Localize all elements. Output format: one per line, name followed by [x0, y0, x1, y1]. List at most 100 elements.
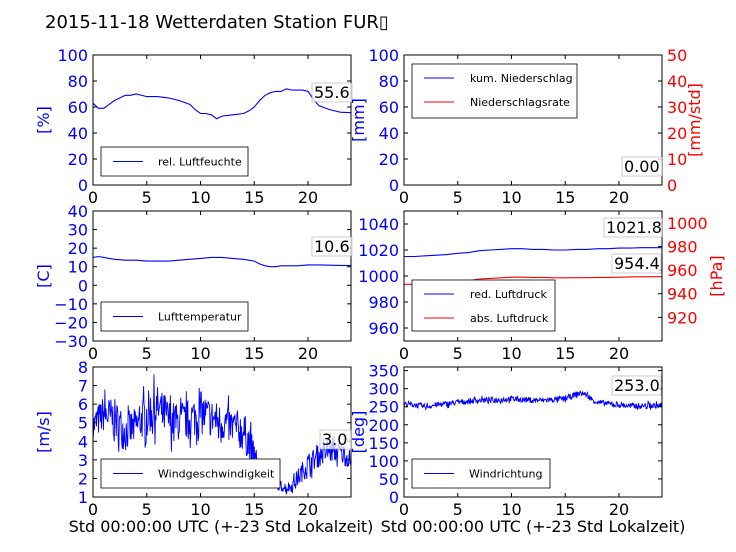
y-tick-label: 1 [78, 488, 88, 507]
last-value-label: 3.0 [322, 430, 347, 449]
legend: rel. Luftfeuchte [100, 146, 249, 177]
panel-pressure: 0 5 10 15 20 960 980 1000 1020 1040 920 940 960 980 10… [358, 210, 726, 363]
y-tick-label: 100 [57, 46, 88, 65]
y-tick-label: 250 [368, 398, 399, 417]
y-axis-label: [deg] [349, 411, 368, 454]
y-tick-label: 7 [78, 377, 88, 396]
x-tick-label: 5 [453, 188, 463, 207]
y-tick-label: −30 [54, 332, 88, 351]
last-value-right-label-box [611, 253, 662, 274]
y-right-tick-label: 960 [667, 261, 698, 280]
y-axis-label: [hPa] [707, 255, 726, 296]
y-tick-label: 0 [78, 176, 88, 195]
x-tick-label: 0 [399, 500, 409, 519]
y-tick-label: 40 [379, 124, 399, 143]
y-tick-label: 200 [368, 416, 399, 435]
series-line-red-luftdruck [404, 247, 662, 258]
y-tick-label: 60 [68, 98, 88, 117]
y-tick-label: 150 [368, 434, 399, 453]
x-axis-label-left: Std 00:00:00 UTC (+-23 Std Lokalzeit) [69, 517, 374, 536]
y-right-tick-label: 920 [667, 308, 698, 327]
x-tick-label: 0 [399, 188, 409, 207]
legend-entry: abs. Luftdruck [470, 312, 549, 325]
panel-temperature: 0 5 10 15 20−30−20−10010203040[C]Lufttempera… [34, 202, 353, 363]
y-axis-label: [mm] [349, 98, 368, 142]
y-axis-label: [C] [34, 264, 53, 288]
last-value-label-box [603, 217, 663, 238]
y-right-tick-label: 940 [667, 285, 698, 304]
y-tick-label: 100 [368, 452, 399, 471]
plot-frame [92, 54, 352, 186]
y-tick-label: 50 [379, 470, 399, 489]
y-tick-label: 80 [68, 72, 88, 91]
y-tick-label: 350 [368, 362, 399, 381]
y-right-axis-label: [mm/std] [685, 83, 704, 157]
y-right-tick-label: 30 [667, 98, 687, 117]
last-value-label: 1021.8 [606, 218, 662, 237]
plot-frame [403, 54, 663, 186]
last-value-label: 55.6 [314, 83, 350, 102]
y-tick-label: 980 [368, 293, 399, 312]
x-tick-label: 15 [244, 344, 264, 363]
x-tick-label: 20 [298, 188, 318, 207]
x-tick-label: 20 [298, 344, 318, 363]
x-tick-label: 5 [453, 344, 463, 363]
legend-entry: kum. Niederschlag [470, 72, 573, 85]
y-right-tick-label: 20 [667, 124, 687, 143]
last-value-label: 0.00 [624, 157, 660, 176]
y-tick-label: 1020 [358, 241, 399, 260]
x-tick-label: 10 [501, 188, 521, 207]
y-tick-label: 20 [68, 150, 88, 169]
legend-entry: rel. Luftfeuchte [158, 156, 242, 169]
series-line-windrichtung [404, 390, 662, 412]
series-line-rel-luftfeuchte [93, 88, 351, 120]
x-tick-label: 0 [88, 188, 98, 207]
y-tick-label: 300 [368, 380, 399, 399]
x-tick-label: 15 [555, 188, 575, 207]
legend-box [411, 63, 578, 119]
plot-frame [403, 366, 663, 498]
last-value-label: 253.0 [614, 376, 660, 395]
y-tick-label: 0 [389, 176, 399, 195]
y-tick-label: 5 [78, 414, 88, 433]
x-tick-label: 5 [453, 500, 463, 519]
y-tick-label: 960 [368, 319, 399, 338]
y-right-tick-label: 980 [667, 237, 698, 256]
y-tick-label: 80 [379, 72, 399, 91]
x-tick-label: 15 [244, 500, 264, 519]
y-tick-label: 0 [78, 276, 88, 295]
y-tick-label: 1040 [358, 215, 399, 234]
legend: Windrichtung [411, 458, 551, 489]
x-tick-label: 10 [190, 188, 210, 207]
x-axis-label-right: Std 00:00:00 UTC (+-23 Std Lokalzeit) [381, 517, 686, 536]
y-tick-label: 40 [68, 202, 88, 221]
x-tick-label: 0 [88, 344, 98, 363]
x-tick-label: 15 [555, 344, 575, 363]
legend-entry: red. Luftdruck [470, 288, 547, 301]
x-tick-label: 20 [609, 500, 629, 519]
y-axis-label: [m/s] [34, 411, 53, 453]
y-tick-label: 100 [368, 46, 399, 65]
x-tick-label: 5 [142, 500, 152, 519]
x-tick-label: 5 [142, 344, 152, 363]
legend: Lufttemperatur [100, 301, 249, 332]
last-value-label-box [621, 156, 663, 177]
y-axis-label: [%] [34, 106, 53, 134]
y-tick-label: 8 [78, 358, 88, 377]
y-tick-label: 6 [78, 395, 88, 414]
legend: kum. Niederschlag Niederschlagsrate [411, 63, 578, 119]
x-tick-label: 0 [399, 344, 409, 363]
x-tick-label: 20 [609, 188, 629, 207]
legend-box [411, 279, 556, 332]
y-tick-label: 1000 [358, 267, 399, 286]
y-tick-label: 20 [68, 239, 88, 258]
last-value-label-box [319, 429, 352, 450]
x-tick-label: 10 [501, 500, 521, 519]
legend: red. Luftdruck abs. Luftdruck [411, 279, 556, 332]
y-tick-label: 60 [379, 98, 399, 117]
series-line-windgeschwindigkeit [93, 374, 351, 495]
last-value-label-box [311, 82, 353, 103]
x-tick-label: 10 [501, 344, 521, 363]
